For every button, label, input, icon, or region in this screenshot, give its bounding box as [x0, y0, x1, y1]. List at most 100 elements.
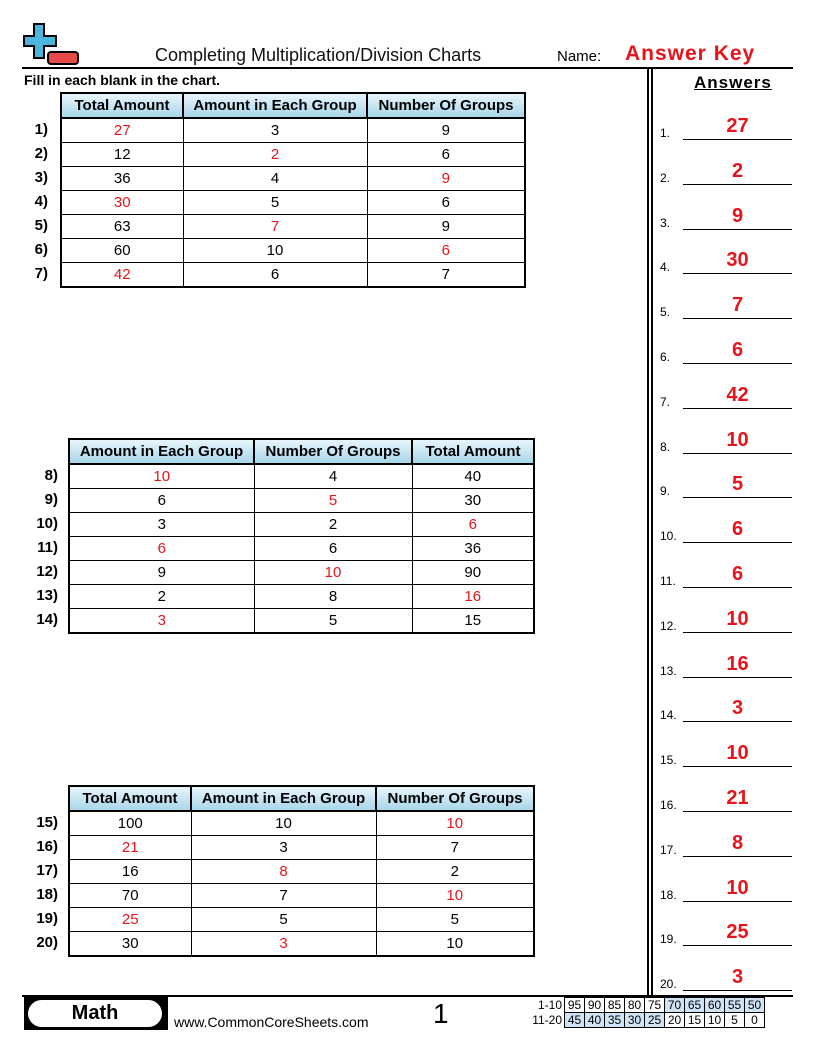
- question-number: 16): [36, 838, 58, 855]
- score-cell: 40: [584, 1012, 605, 1028]
- table-cell: 70: [68, 883, 192, 908]
- answer-line: 6. 6: [660, 334, 792, 364]
- answers-heading: Answers: [694, 73, 772, 92]
- answer-value: 10: [726, 742, 749, 765]
- score-cell: 0: [744, 1012, 765, 1028]
- score-cell: 25: [644, 1012, 665, 1028]
- score-cell: 85: [604, 997, 625, 1013]
- table-row: 3 5 15: [68, 608, 535, 634]
- answer-number: 19.: [660, 932, 677, 947]
- answer-value: 25: [726, 921, 749, 944]
- table-cell: 15: [411, 608, 535, 634]
- answer-number: 17.: [660, 842, 677, 857]
- answer-cell: 9: [366, 166, 526, 191]
- chart-table-1: Total Amount Amount in Each Group Number O…: [60, 92, 526, 288]
- question-number: 8): [44, 467, 58, 484]
- column-header: Amount in Each Group: [68, 438, 255, 465]
- answer-line: 10. 6: [660, 513, 792, 544]
- instructions: Fill in each blank in the chart.: [24, 72, 221, 88]
- answer-line: 2. 2: [660, 155, 792, 185]
- answer-number: 5.: [660, 305, 671, 320]
- table-cell: 12: [60, 142, 184, 167]
- table-cell: 40: [411, 463, 535, 489]
- answer-cell: 25: [68, 907, 192, 932]
- table-cell: 10: [182, 238, 368, 263]
- table-cell: 16: [68, 859, 192, 884]
- answer-underline: [683, 183, 792, 185]
- answer-value: 21: [726, 787, 749, 809]
- score-table: 1-10 95 90 85 80 75 70 65 60 55 50 11-20 45 40 35 30 25 2…: [528, 997, 765, 1028]
- answer-underline: [683, 721, 792, 723]
- answer-underline: [683, 676, 792, 678]
- answer-line: 15. 10: [660, 737, 792, 768]
- score-cell: 65: [684, 997, 705, 1013]
- answer-value: 8: [731, 831, 744, 854]
- answer-number: 4.: [660, 260, 671, 275]
- question-number: 10): [36, 515, 58, 532]
- answer-number: 11.: [660, 574, 676, 588]
- question-number: 13): [36, 587, 58, 604]
- answer-number: 1.: [660, 126, 671, 140]
- score-cell: 55: [724, 997, 745, 1013]
- answer-value: 27: [726, 115, 749, 137]
- table-cell: 6: [68, 488, 255, 513]
- table-cell: 2: [375, 859, 535, 884]
- table-cell: 7: [375, 835, 535, 860]
- table-cell: 9: [68, 560, 255, 585]
- answer-value: 7: [731, 294, 744, 317]
- question-number: 12): [36, 563, 58, 580]
- answer-value: 9: [731, 204, 744, 227]
- answer-line: 9. 5: [660, 468, 792, 499]
- answer-number: 14.: [660, 708, 677, 723]
- answer-cell: 7: [182, 214, 368, 239]
- answer-value: 6: [731, 339, 744, 361]
- answer-line: 11. 6: [660, 558, 792, 588]
- score-cell: 95: [564, 997, 585, 1013]
- answer-number: 13.: [660, 663, 677, 678]
- table-cell: 3: [182, 117, 368, 143]
- answer-number: 8.: [660, 439, 671, 454]
- column-header: Total Amount: [68, 785, 192, 812]
- answer-line: 20. 3: [660, 961, 792, 992]
- answer-line: 19. 25: [660, 916, 792, 947]
- table-cell: 9: [366, 214, 526, 239]
- answer-number: 6.: [660, 350, 671, 364]
- column-header: Number Of Groups: [366, 92, 526, 119]
- name-label: Name:: [557, 48, 602, 65]
- table-row: 100 10 10: [68, 810, 535, 836]
- question-number: 9): [44, 491, 58, 508]
- score-cell: 5: [724, 1012, 745, 1028]
- chart-table-2: Amount in Each Group Number Of Groups Tota…: [68, 438, 535, 634]
- answer-underline: [683, 407, 792, 409]
- answer-number: 12.: [660, 618, 677, 633]
- answer-underline: [683, 318, 792, 320]
- column-header: Amount in Each Group: [190, 785, 377, 812]
- answer-line: 12. 10: [660, 603, 792, 633]
- score-row-label: 11-20: [532, 1013, 562, 1027]
- answer-cell: 10: [375, 883, 535, 908]
- answer-underline: [683, 900, 792, 902]
- column-divider: [651, 68, 653, 996]
- table-row: 16 8 2: [68, 859, 535, 884]
- name-value: Answer Key: [625, 42, 756, 65]
- question-number: 7): [34, 265, 48, 282]
- column-divider: [647, 68, 649, 996]
- score-cell: 75: [644, 997, 665, 1013]
- worksheet-title: Completing Multiplication/Division Chart…: [155, 45, 482, 65]
- answer-value: 6: [731, 563, 744, 585]
- question-number: 17): [36, 862, 58, 879]
- table-row: 6 6 36: [68, 536, 535, 561]
- answer-value: 10: [726, 428, 749, 451]
- table-row: 70 7 10: [68, 883, 535, 908]
- table-cell: 2: [68, 584, 255, 609]
- table-row: 60 10 6: [60, 238, 526, 263]
- table-cell: 63: [60, 214, 184, 239]
- question-number: 3): [34, 169, 48, 186]
- answer-line: 3. 9: [660, 200, 792, 230]
- answer-value: 3: [731, 966, 744, 989]
- table-cell: 4: [253, 463, 413, 489]
- table-row: 27 3 9: [60, 117, 526, 143]
- answer-number: 20.: [660, 977, 677, 992]
